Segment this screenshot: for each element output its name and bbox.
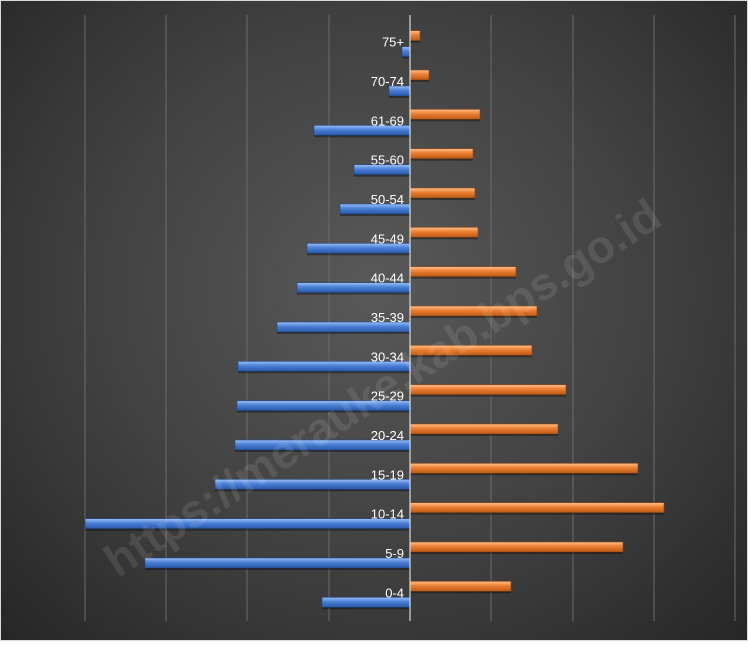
bar-right [409, 541, 624, 553]
bar-left-shadow [322, 607, 410, 610]
bar-right-shadow [410, 473, 638, 476]
bar-right [409, 148, 474, 159]
bar-left-shadow [402, 56, 410, 59]
bar-right-shadow [410, 512, 664, 515]
bar-right-shadow [410, 316, 537, 318]
bar-right [409, 69, 430, 81]
gridlines [84, 15, 736, 621]
bar-right-shadow [410, 552, 623, 554]
bar-left-shadow [235, 450, 410, 452]
bar-right-shadow [410, 434, 558, 436]
bar-left-shadow [340, 214, 410, 216]
bar-right-shadow [410, 80, 429, 82]
bar-right-shadow [410, 355, 532, 358]
category-label: 30-34 [371, 349, 404, 364]
bar-left-shadow [277, 332, 410, 334]
bar-left-shadow [237, 410, 410, 413]
bar-right-shadow [410, 237, 478, 240]
bar-right [409, 581, 512, 592]
category-label: 50-54 [371, 192, 404, 207]
bar-right [409, 30, 421, 41]
bar-left-shadow [297, 292, 410, 295]
bar-right [409, 423, 559, 435]
bar-right [409, 266, 517, 277]
bar-left-shadow [85, 528, 410, 531]
bar-left-shadow [215, 489, 410, 492]
bar-left-shadow [354, 174, 410, 177]
bar-right [409, 109, 481, 120]
bar-right [409, 502, 665, 513]
bar-right-shadow [410, 158, 473, 161]
bar-left-shadow [307, 253, 410, 256]
bar-left [84, 518, 411, 529]
bar-right-shadow [410, 394, 566, 397]
category-label: 61-69 [371, 113, 404, 128]
bar-right [409, 345, 533, 356]
bar-right-shadow [410, 40, 420, 43]
bar-right-shadow [410, 119, 480, 122]
category-label: 35-39 [371, 310, 404, 325]
category-label: 15-19 [371, 467, 404, 482]
category-label: 25-29 [371, 389, 404, 404]
category-label: 10-14 [371, 507, 404, 522]
bar-right [409, 384, 567, 395]
category-label: 20-24 [371, 428, 404, 443]
bar-right [409, 305, 538, 317]
bar-left-shadow [145, 568, 410, 570]
bar-left [144, 557, 411, 569]
bar-right [409, 187, 476, 199]
category-label: 75+ [382, 35, 404, 50]
bar-right [409, 463, 639, 474]
category-label: 40-44 [371, 271, 404, 286]
category-label: 45-49 [371, 231, 404, 246]
bar-right [409, 227, 479, 238]
bar-right-shadow [410, 591, 511, 594]
bar-left-shadow [389, 96, 410, 98]
category-labels: 0-4 5-9 10-14 15-19 20-24 25-29 30-34 35-39 40-4… [371, 35, 404, 601]
bar-left-shadow [238, 371, 410, 374]
bar-right-shadow [410, 198, 475, 200]
bar-right-shadow [410, 276, 516, 279]
category-label: 55-60 [371, 153, 404, 168]
bar-left-shadow [314, 135, 410, 138]
category-label: 5-9 [385, 546, 404, 561]
category-label: 0-4 [385, 585, 404, 600]
category-label: 70-74 [371, 74, 404, 89]
